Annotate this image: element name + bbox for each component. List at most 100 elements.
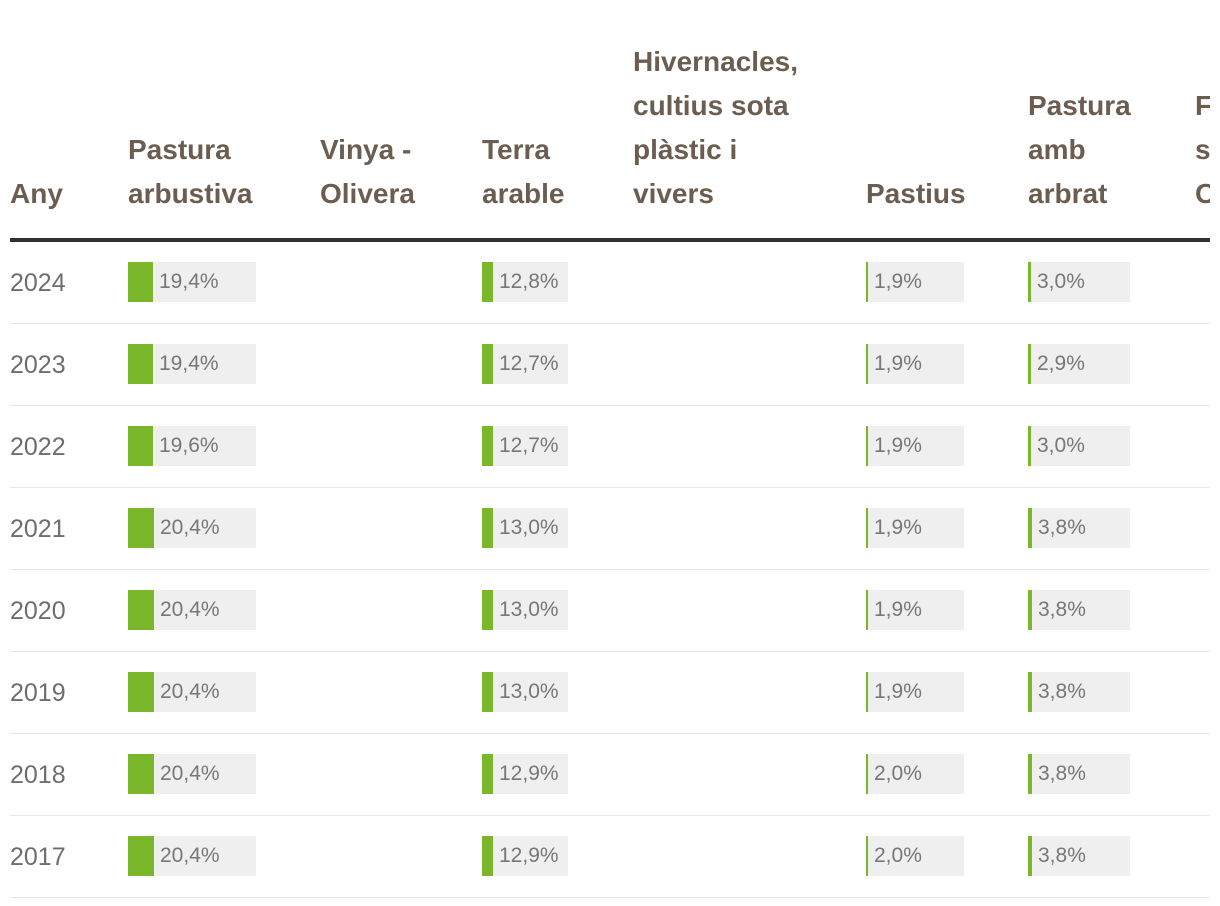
table-row: 2018 20,4% 12,9% 2,0% 3,8% — [10, 734, 1210, 816]
bar-value-label: 19,4% — [159, 352, 219, 375]
bar-cell: 3,8% — [1028, 508, 1130, 548]
column-header-6[interactable]: Pastura amb arbrat — [1028, 90, 1131, 209]
bar-value-label: 1,9% — [874, 270, 922, 293]
bar-fill — [482, 262, 493, 302]
bar-cell: 12,8% — [482, 262, 568, 302]
column-header-2[interactable]: Vinya - Olivera — [320, 134, 415, 209]
year-cell: 2018 — [10, 761, 66, 789]
bar-cell: 12,7% — [482, 344, 568, 384]
bar-value-label: 1,9% — [874, 598, 922, 621]
bar-value-label: 1,9% — [874, 352, 922, 375]
table-row: 2019 20,4% 13,0% 1,9% 3,8% — [10, 652, 1210, 734]
bar-fill — [1028, 262, 1031, 302]
bar-value-label: 20,4% — [160, 598, 220, 621]
bar-fill — [482, 508, 493, 548]
bar-cell: 20,4% — [128, 836, 256, 876]
year-cell: 2023 — [10, 351, 66, 379]
bar-cell: 19,4% — [128, 262, 256, 302]
bar-cell: 1,9% — [866, 426, 964, 466]
bar-fill — [866, 754, 868, 794]
bar-value-label: 20,4% — [160, 762, 220, 785]
bar-cell: 20,4% — [128, 590, 256, 630]
bar-cell: 13,0% — [482, 672, 568, 712]
bar-fill — [1028, 426, 1031, 466]
bar-cell: 2,9% — [1028, 344, 1130, 384]
bar-fill — [866, 836, 868, 876]
bar-cell: 1,9% — [866, 590, 964, 630]
table-row: 2022 19,6% 12,7% 1,9% 3,0% — [10, 406, 1210, 488]
bar-cell: 2,0% — [866, 836, 964, 876]
bar-cell: 1,9% — [866, 508, 964, 548]
bar-value-label: 2,9% — [1037, 352, 1085, 375]
column-header-7[interactable]: F s O — [1195, 90, 1210, 209]
bar-cell: 20,4% — [128, 754, 256, 794]
bar-cell: 1,9% — [866, 344, 964, 384]
bar-cell: 12,9% — [482, 754, 568, 794]
bar-value-label: 13,0% — [499, 598, 559, 621]
bar-fill — [866, 262, 868, 302]
data-table: Any Pastura arbustiva Vinya - Olivera Terra… — [10, 0, 1210, 906]
bar-cell: 13,0% — [482, 508, 568, 548]
bar-fill — [866, 672, 868, 712]
year-cell: 2019 — [10, 679, 66, 707]
bar-cell: 2,0% — [866, 754, 964, 794]
bar-value-label: 1,9% — [874, 516, 922, 539]
bar-cell: 20,4% — [128, 508, 256, 548]
bar-cell: 3,8% — [1028, 754, 1130, 794]
bar-cell: 3,8% — [1028, 672, 1130, 712]
bar-fill — [866, 590, 868, 630]
column-header-3[interactable]: Terra arable — [482, 134, 565, 209]
bar-fill — [1028, 508, 1032, 548]
bar-value-label: 12,8% — [499, 270, 559, 293]
bar-cell: 1,9% — [866, 262, 964, 302]
bar-cell: 19,6% — [128, 426, 256, 466]
bar-value-label: 2,0% — [874, 762, 922, 785]
table-row: 2017 20,4% 12,9% 2,0% 3,8% — [10, 816, 1210, 898]
bar-value-label: 13,0% — [499, 516, 559, 539]
bar-fill — [482, 754, 493, 794]
bar-fill — [482, 344, 493, 384]
bar-fill — [128, 590, 154, 630]
bar-fill — [128, 344, 153, 384]
bar-fill — [482, 836, 493, 876]
bar-value-label: 20,4% — [160, 844, 220, 867]
bar-cell: 3,8% — [1028, 590, 1130, 630]
bar-value-label: 2,0% — [874, 844, 922, 867]
bar-cell: 3,0% — [1028, 426, 1130, 466]
column-header-5[interactable]: Pastius — [866, 178, 966, 209]
bar-value-label: 3,0% — [1037, 434, 1085, 457]
bar-fill — [128, 672, 154, 712]
bar-value-label: 3,8% — [1038, 844, 1086, 867]
bar-cell: 19,4% — [128, 344, 256, 384]
year-cell: 2024 — [10, 269, 66, 297]
bar-cell: 12,7% — [482, 426, 568, 466]
year-cell: 2017 — [10, 843, 66, 871]
column-header-0[interactable]: Any — [10, 178, 63, 209]
bar-value-label: 12,9% — [499, 762, 559, 785]
bar-fill — [866, 426, 868, 466]
bar-value-label: 20,4% — [160, 680, 220, 703]
bar-fill — [482, 426, 493, 466]
bar-fill — [1028, 754, 1032, 794]
bar-value-label: 1,9% — [874, 434, 922, 457]
bar-value-label: 13,0% — [499, 680, 559, 703]
bar-fill — [128, 426, 153, 466]
bar-fill — [128, 508, 154, 548]
bar-value-label: 3,0% — [1037, 270, 1085, 293]
bar-fill — [866, 344, 868, 384]
bar-cell: 1,9% — [866, 672, 964, 712]
bar-fill — [1028, 344, 1031, 384]
bar-fill — [1028, 590, 1032, 630]
table-row: 2020 20,4% 13,0% 1,9% 3,8% — [10, 570, 1210, 652]
table-row: 2024 19,4% 12,8% 1,9% 3,0% — [10, 242, 1210, 324]
bar-fill — [128, 754, 154, 794]
year-cell: 2021 — [10, 515, 66, 543]
table-header: Any Pastura arbustiva Vinya - Olivera Terra… — [10, 0, 1210, 242]
bar-value-label: 12,7% — [499, 434, 559, 457]
column-header-4[interactable]: Hivernacles, cultius sota plàstic i vive… — [633, 46, 798, 209]
bar-fill — [866, 508, 868, 548]
bar-fill — [1028, 836, 1032, 876]
bar-value-label: 3,8% — [1038, 680, 1086, 703]
bar-fill — [128, 836, 154, 876]
column-header-1[interactable]: Pastura arbustiva — [128, 134, 253, 209]
